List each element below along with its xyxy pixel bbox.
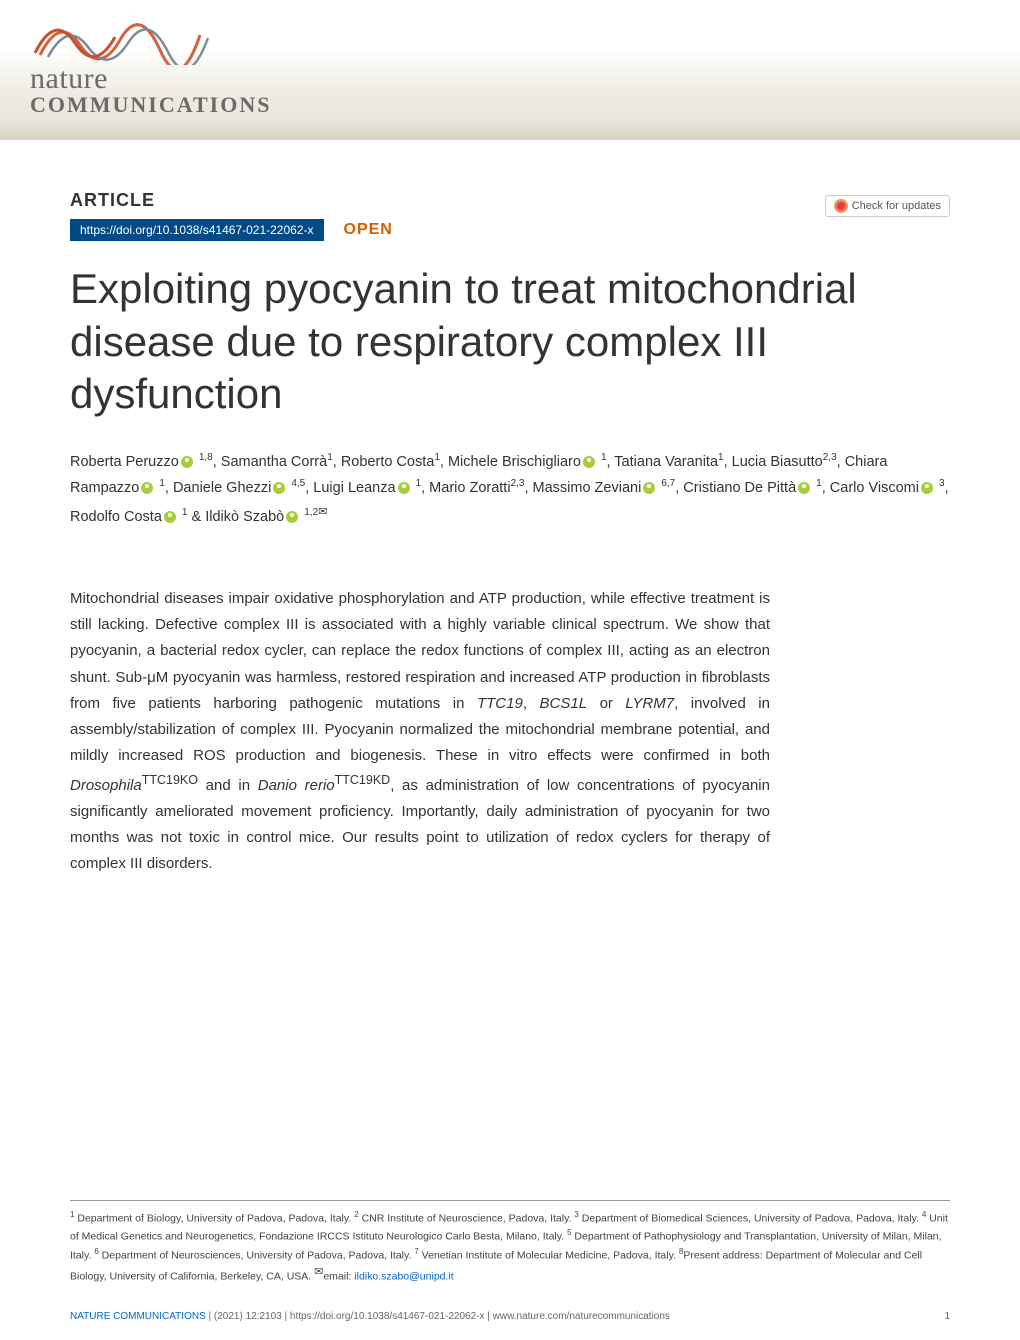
orcid-icon[interactable] xyxy=(643,482,655,494)
article-type-label: ARTICLE xyxy=(70,190,950,211)
orcid-icon[interactable] xyxy=(273,482,285,494)
open-access-badge: OPEN xyxy=(344,221,393,239)
doi-row: https://doi.org/10.1038/s41467-021-22062… xyxy=(70,219,950,241)
orcid-icon[interactable] xyxy=(164,511,176,523)
check-updates-label: Check for updates xyxy=(852,200,941,212)
footer-journal: NATURE COMMUNICATIONS xyxy=(70,1311,206,1322)
orcid-icon[interactable] xyxy=(398,482,410,494)
logo-wave-icon xyxy=(30,5,250,65)
crossmark-icon xyxy=(834,199,848,213)
journal-name-line1: nature xyxy=(30,62,108,95)
article-title: Exploiting pyocyanin to treat mitochondr… xyxy=(70,263,950,421)
article-content: ARTICLE https://doi.org/10.1038/s41467-0… xyxy=(0,140,1020,878)
page-footer: NATURE COMMUNICATIONS | (2021) 12:2103 |… xyxy=(70,1311,950,1322)
page-number: 1 xyxy=(944,1311,950,1322)
email-link[interactable]: ildiko.szabo@unipd.it xyxy=(354,1270,453,1282)
orcid-icon[interactable] xyxy=(141,482,153,494)
journal-name: nature COMMUNICATIONS xyxy=(30,62,271,118)
footer-details: (2021) 12:2103 | https://doi.org/10.1038… xyxy=(214,1311,670,1322)
journal-name-line2: COMMUNICATIONS xyxy=(30,92,271,118)
journal-header: nature COMMUNICATIONS xyxy=(0,0,1020,140)
author-list: Roberta Peruzzo 1,8, Samantha Corrà1, Ro… xyxy=(70,449,950,531)
orcid-icon[interactable] xyxy=(921,482,933,494)
abstract-text: Mitochondrial diseases impair oxidative … xyxy=(70,586,770,878)
affiliations-block: 1 Department of Biology, University of P… xyxy=(70,1200,950,1285)
journal-logo: nature COMMUNICATIONS xyxy=(30,5,271,118)
orcid-icon[interactable] xyxy=(286,511,298,523)
orcid-icon[interactable] xyxy=(798,482,810,494)
orcid-icon[interactable] xyxy=(181,456,193,468)
footer-citation: NATURE COMMUNICATIONS | (2021) 12:2103 |… xyxy=(70,1311,670,1322)
doi-link[interactable]: https://doi.org/10.1038/s41467-021-22062… xyxy=(70,219,324,241)
check-updates-button[interactable]: Check for updates xyxy=(825,195,950,217)
orcid-icon[interactable] xyxy=(583,456,595,468)
